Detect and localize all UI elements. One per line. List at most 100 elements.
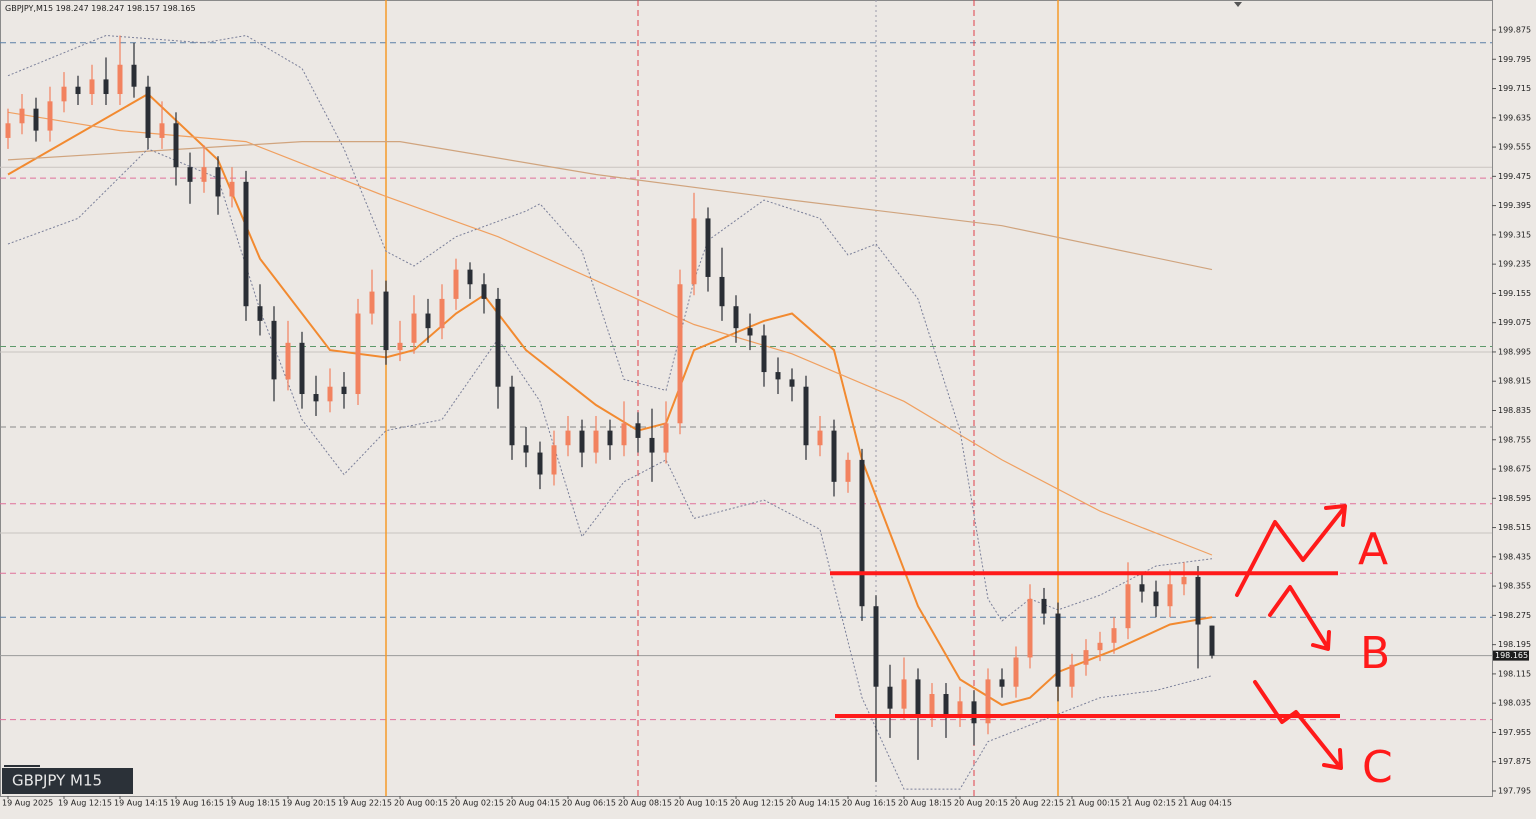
x-tick-label: 20 Aug 04:15	[506, 799, 560, 808]
x-tick-label: 21 Aug 00:15	[1066, 799, 1120, 808]
candle-body	[649, 437, 655, 453]
candle-body	[705, 218, 711, 277]
label-box	[2, 768, 133, 794]
candle-body	[1069, 664, 1075, 687]
candle-body	[145, 86, 151, 138]
x-tick-label: 20 Aug 22:15	[1010, 799, 1064, 808]
candle-body	[915, 679, 921, 716]
candle-body	[1013, 657, 1019, 687]
y-tick-label: 199.235	[1498, 260, 1531, 269]
candle-body	[691, 218, 697, 285]
candle-body	[523, 445, 529, 453]
candle-body	[383, 291, 389, 351]
candle-body	[257, 306, 263, 321]
candle-body	[537, 452, 543, 475]
candle-body	[187, 167, 193, 182]
chart-label: GBPJPY M15	[12, 772, 102, 790]
candle-body	[313, 394, 319, 402]
candle-body	[201, 167, 207, 182]
y-tick-label: 199.875	[1498, 26, 1531, 35]
candle-body	[593, 430, 599, 453]
candle-body	[215, 167, 221, 197]
candle-body	[243, 181, 249, 307]
candle-body	[467, 269, 473, 285]
y-tick-label: 198.355	[1498, 582, 1531, 591]
candle-body	[677, 284, 683, 424]
candle-body	[1111, 628, 1117, 643]
x-tick-label: 19 Aug 16:15	[170, 799, 224, 808]
y-tick-label: 197.955	[1498, 728, 1531, 737]
y-tick-label: 197.795	[1498, 786, 1531, 795]
y-tick-label: 199.715	[1498, 84, 1531, 93]
candle-body	[733, 306, 739, 329]
candle-body	[1027, 598, 1033, 658]
price-label: 198.165	[1495, 651, 1528, 660]
candle-body	[803, 386, 809, 446]
arrow-a-head	[1324, 504, 1347, 527]
header: GBPJPY,M15 198.247 198.247 198.157 198.1…	[5, 4, 196, 13]
indicator-line	[7, 111, 1213, 556]
candle-body	[285, 342, 291, 380]
y-tick-label: 199.315	[1498, 230, 1531, 239]
y-tick-label: 197.875	[1498, 757, 1531, 766]
candle-body	[327, 386, 333, 402]
candle-body	[103, 79, 109, 95]
x-tick-label: 20 Aug 02:15	[450, 799, 504, 808]
x-tick-label: 19 Aug 14:15	[114, 799, 168, 808]
candle-body	[719, 276, 725, 307]
y-tick-label: 198.675	[1498, 465, 1531, 474]
y-tick-label: 198.115	[1498, 669, 1531, 678]
candle-body	[33, 108, 39, 131]
x-tick-label: 19 Aug 12:15	[58, 799, 112, 808]
candle-body	[75, 86, 81, 95]
annotation: A	[1358, 524, 1388, 575]
y-tick-label: 199.795	[1498, 55, 1531, 64]
candle-body	[579, 430, 585, 453]
annotation: C	[1362, 742, 1393, 793]
candle-body	[61, 86, 67, 102]
candle-body	[775, 372, 781, 380]
y-tick-label: 199.555	[1498, 143, 1531, 152]
candle-body	[901, 679, 907, 709]
symbol: GBPJPY,M15	[5, 4, 53, 13]
x-tick-label: 19 Aug 20:15	[282, 799, 336, 808]
candle-body	[299, 342, 305, 395]
plot-frame	[0, 0, 1493, 797]
candle-body	[495, 298, 501, 387]
overlay	[830, 571, 1340, 718]
candle-body	[1181, 576, 1187, 585]
y-tick-label: 199.475	[1498, 172, 1531, 181]
candle-body	[859, 459, 865, 607]
x-tick-label: 20 Aug 06:15	[562, 799, 616, 808]
candle-body	[817, 430, 823, 446]
x-tick-label: 20 Aug 14:15	[786, 799, 840, 808]
candle-body	[369, 291, 375, 314]
candle-body	[971, 701, 977, 724]
candle-body	[131, 64, 137, 87]
x-tick-label: 21 Aug 02:15	[1122, 799, 1176, 808]
y-tick-label: 198.835	[1498, 406, 1531, 415]
candle-body	[509, 386, 515, 446]
y-tick-label: 199.635	[1498, 113, 1531, 122]
y-tick-label: 199.075	[1498, 318, 1531, 327]
candle-body	[229, 181, 235, 197]
x-tick-label: 20 Aug 16:15	[842, 799, 896, 808]
candle-body	[1167, 584, 1173, 607]
candle-body	[663, 423, 669, 453]
open: 198.247	[56, 4, 89, 13]
candle-body	[551, 445, 557, 475]
y-tick-label: 198.275	[1498, 611, 1531, 620]
y-tick-label: 199.155	[1498, 289, 1531, 298]
candle-body	[159, 123, 165, 138]
candle-body	[397, 342, 403, 351]
candle-body	[5, 123, 11, 138]
candle-body	[565, 430, 571, 446]
candles	[5, 35, 1215, 782]
candle-body	[943, 694, 949, 716]
candle-body	[957, 701, 963, 716]
y-tick-label: 199.395	[1498, 201, 1531, 210]
candle-body	[481, 284, 487, 299]
y-tick-label: 198.595	[1498, 494, 1531, 503]
